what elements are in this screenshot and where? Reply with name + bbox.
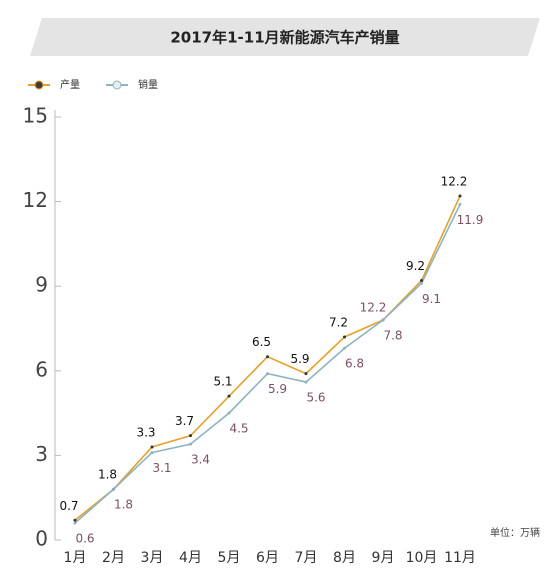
data-label: 11.9 — [457, 213, 484, 227]
x-tick-label: 8月 — [333, 550, 356, 566]
y-tick-label: 3 — [35, 442, 48, 466]
data-label: 5.9 — [268, 382, 287, 396]
y-tick-label: 9 — [35, 273, 48, 297]
data-label: 5.9 — [290, 352, 309, 366]
annotation: 12.2 — [360, 301, 387, 315]
unit-label: 单位：万辆 — [490, 526, 540, 539]
data-label: 7.2 — [329, 315, 348, 329]
data-label: 12.2 — [441, 174, 468, 188]
y-tick-label: 15 — [23, 104, 48, 128]
point — [189, 442, 192, 446]
data-label: 6.8 — [345, 357, 364, 371]
x-tick-label: 1月 — [64, 550, 87, 566]
legend-label: 产量 — [60, 78, 80, 91]
point — [73, 518, 77, 522]
data-label: 0.6 — [75, 532, 94, 546]
x-tick-label: 11月 — [444, 550, 476, 566]
data-label: 7.8 — [383, 329, 402, 343]
legend-label: 销量 — [138, 78, 158, 91]
data-label: 3.3 — [136, 425, 155, 439]
point — [458, 194, 462, 198]
data-label: 3.4 — [191, 453, 210, 467]
point — [343, 335, 346, 339]
point — [304, 372, 308, 376]
data-label: 3.7 — [175, 414, 194, 428]
data-label: 5.1 — [213, 375, 232, 389]
point — [189, 434, 192, 438]
point — [420, 281, 423, 285]
legend-marker — [112, 80, 122, 90]
point — [304, 380, 308, 384]
x-tick-label: 9月 — [372, 550, 395, 566]
data-label: 1.8 — [114, 498, 133, 512]
x-tick-label: 5月 — [218, 550, 241, 566]
point — [73, 521, 77, 525]
y-tick-label: 6 — [35, 357, 48, 381]
y-tick-label: 0 — [35, 527, 48, 551]
legend-marker — [34, 80, 44, 90]
data-label: 5.6 — [306, 391, 325, 405]
x-tick-label: 6月 — [256, 550, 279, 566]
data-label: 3.1 — [152, 461, 171, 475]
title-banner — [30, 18, 540, 56]
series-line — [74, 204, 461, 524]
point — [266, 372, 269, 376]
data-label: 6.5 — [252, 335, 271, 349]
point — [150, 445, 154, 449]
point — [458, 202, 462, 206]
x-tick-label: 3月 — [141, 550, 164, 566]
point — [343, 346, 346, 350]
point — [227, 411, 231, 415]
point — [266, 355, 269, 359]
x-tick-label: 4月 — [179, 550, 202, 566]
x-tick-label: 10月 — [406, 550, 438, 566]
point — [381, 318, 385, 322]
data-label: 4.5 — [229, 422, 248, 436]
x-tick-label: 7月 — [295, 550, 318, 566]
x-tick-label: 2月 — [102, 550, 125, 566]
y-tick-label: 12 — [23, 188, 48, 212]
point — [112, 487, 115, 491]
point — [420, 279, 423, 283]
data-label: 9.2 — [406, 259, 425, 273]
point — [150, 451, 154, 455]
chart-title: 2017年1-11月新能源汽车产销量 — [170, 29, 399, 47]
data-label: 0.7 — [59, 499, 78, 513]
data-label: 9.1 — [422, 292, 441, 306]
data-label: 1.8 — [98, 468, 117, 482]
point — [227, 394, 231, 398]
